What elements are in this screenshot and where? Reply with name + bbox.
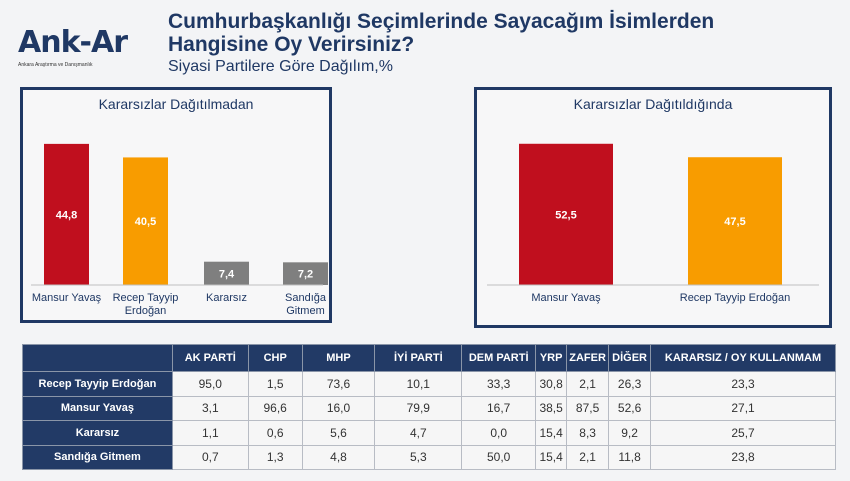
column-header (22, 344, 173, 372)
table-cell: 50,0 (461, 444, 537, 470)
category-label: Mansur Yavaş (32, 292, 102, 304)
table-cell: 10,1 (374, 371, 463, 397)
logo-tagline: Ankara Araştırma ve Danışmanlık (18, 62, 93, 68)
table-row: Recep Tayyip Erdoğan 95,0 1,5 73,6 10,1 33,3 3… (22, 371, 836, 397)
table-cell: 23,8 (650, 444, 836, 470)
page-title: Cumhurbaşkanlığı Seçimlerinde Sayacağım … (168, 10, 715, 56)
category-label: Sandığa Gitmem (285, 292, 327, 317)
table-cell: 0,0 (461, 420, 537, 446)
bar-chart-distributed: 52,5 Mansur Yavaş 47,5 Recep Tayyip Erdoğan (487, 143, 819, 304)
table-cell: 2,1 (566, 444, 610, 470)
category-label: Kararsız (206, 292, 247, 304)
column-header: YRP (535, 344, 568, 372)
table-cell: 11,8 (608, 444, 652, 470)
table-row: Kararsız 1,1 0,6 5,6 4,7 0,0 15,4 8,3 9,2 25,7 (22, 420, 836, 446)
column-header: AK PARTİ (171, 344, 249, 372)
page-subtitle: Siyasi Partilere Göre Dağılım,% (168, 58, 393, 75)
column-header: KARARSIZ / OY KULLANMAM (650, 344, 836, 372)
table-cell: 9,2 (608, 420, 652, 446)
ank-ar-logo: Ank-Ar Ankara Araştırma ve Danışmanlık (18, 25, 148, 69)
bar (519, 143, 613, 285)
table-cell: 95,0 (171, 371, 249, 397)
row-header: Kararsız (22, 420, 173, 446)
bar (204, 261, 249, 285)
table-cell: 87,5 (566, 395, 610, 421)
data-label: 47,5 (724, 216, 745, 228)
chart-title: Kararsızlar Dağıtıldığında (573, 96, 733, 112)
table-cell: 73,6 (301, 371, 376, 397)
bar (44, 143, 89, 285)
column-header: ZAFER (566, 344, 610, 372)
table-cell: 1,3 (247, 444, 303, 470)
table-cell: 3,1 (171, 395, 249, 421)
column-header: DEM PARTİ (461, 344, 537, 372)
row-header: Sandığa Gitmem (22, 444, 173, 470)
table-cell: 23,3 (650, 371, 836, 397)
table-cell: 1,1 (171, 420, 249, 446)
table-cell: 38,5 (535, 395, 568, 421)
category-label: Recep Tayyip Erdoğan (113, 292, 179, 317)
table-cell: 25,7 (650, 420, 836, 446)
table-cell: 1,5 (247, 371, 303, 397)
table-cell: 15,4 (535, 444, 568, 470)
table-cell: 16,0 (301, 395, 376, 421)
logo-mark: Ank-Ar (18, 25, 128, 60)
table-cell: 15,4 (535, 420, 568, 446)
table-cell: 16,7 (461, 395, 537, 421)
data-label: 44,8 (56, 209, 77, 221)
data-label: 40,5 (135, 216, 156, 228)
table-cell: 33,3 (461, 371, 537, 397)
row-header: Mansur Yavaş (22, 395, 173, 421)
table-cell: 2,1 (566, 371, 610, 397)
table-cell: 4,8 (301, 444, 376, 470)
bar (123, 157, 168, 285)
data-label: 7,2 (298, 269, 313, 281)
table-header-row: AK PARTİ CHP MHP İYİ PARTİ DEM PARTİ YRP ZAFER… (22, 344, 836, 372)
table-cell: 52,6 (608, 395, 652, 421)
table-cell: 5,3 (374, 444, 463, 470)
table-cell: 8,3 (566, 420, 610, 446)
table-cell: 0,6 (247, 420, 303, 446)
table-cell: 0,7 (171, 444, 249, 470)
chart-title: Kararsızlar Dağıtılmadan (98, 96, 254, 112)
table-cell: 26,3 (608, 371, 652, 397)
chart-panel-undistributed: Kararsızlar Dağıtılmadan 44,8 Mansur Yava… (20, 87, 332, 323)
table-row: Sandığa Gitmem 0,7 1,3 4,8 5,3 50,0 15,4 2,1 11,… (22, 444, 836, 470)
table-row: Mansur Yavaş 3,1 96,6 16,0 79,9 16,7 38,5 87,5 5… (22, 395, 836, 421)
bar (283, 262, 328, 285)
table-cell: 27,1 (650, 395, 836, 421)
table-cell: 79,9 (374, 395, 463, 421)
table-cell: 96,6 (247, 395, 303, 421)
bar-chart-undistributed: 44,8 Mansur Yavaş 40,5 Recep Tayyip Erdoğan 7… (31, 143, 328, 317)
bar (688, 157, 782, 285)
column-header: İYİ PARTİ (374, 344, 463, 372)
data-label: 52,5 (555, 209, 576, 221)
party-breakdown-table: AK PARTİ CHP MHP İYİ PARTİ DEM PARTİ YRP ZAFER… (22, 344, 836, 470)
category-label: Recep Tayyip Erdoğan (680, 292, 790, 304)
column-header: CHP (247, 344, 303, 372)
data-label: 7,4 (219, 268, 235, 280)
table-cell: 30,8 (535, 371, 568, 397)
table-cell: 5,6 (301, 420, 376, 446)
page-header: Cumhurbaşkanlığı Seçimlerinde Sayacağım … (168, 10, 828, 76)
row-header: Recep Tayyip Erdoğan (22, 371, 173, 397)
column-header: DİĞER (608, 344, 652, 372)
chart-panel-distributed: Kararsızlar Dağıtıldığında 52,5 Mansur Ya… (474, 87, 832, 328)
column-header: MHP (301, 344, 376, 372)
table-cell: 4,7 (374, 420, 463, 446)
category-label: Mansur Yavaş (531, 292, 601, 304)
